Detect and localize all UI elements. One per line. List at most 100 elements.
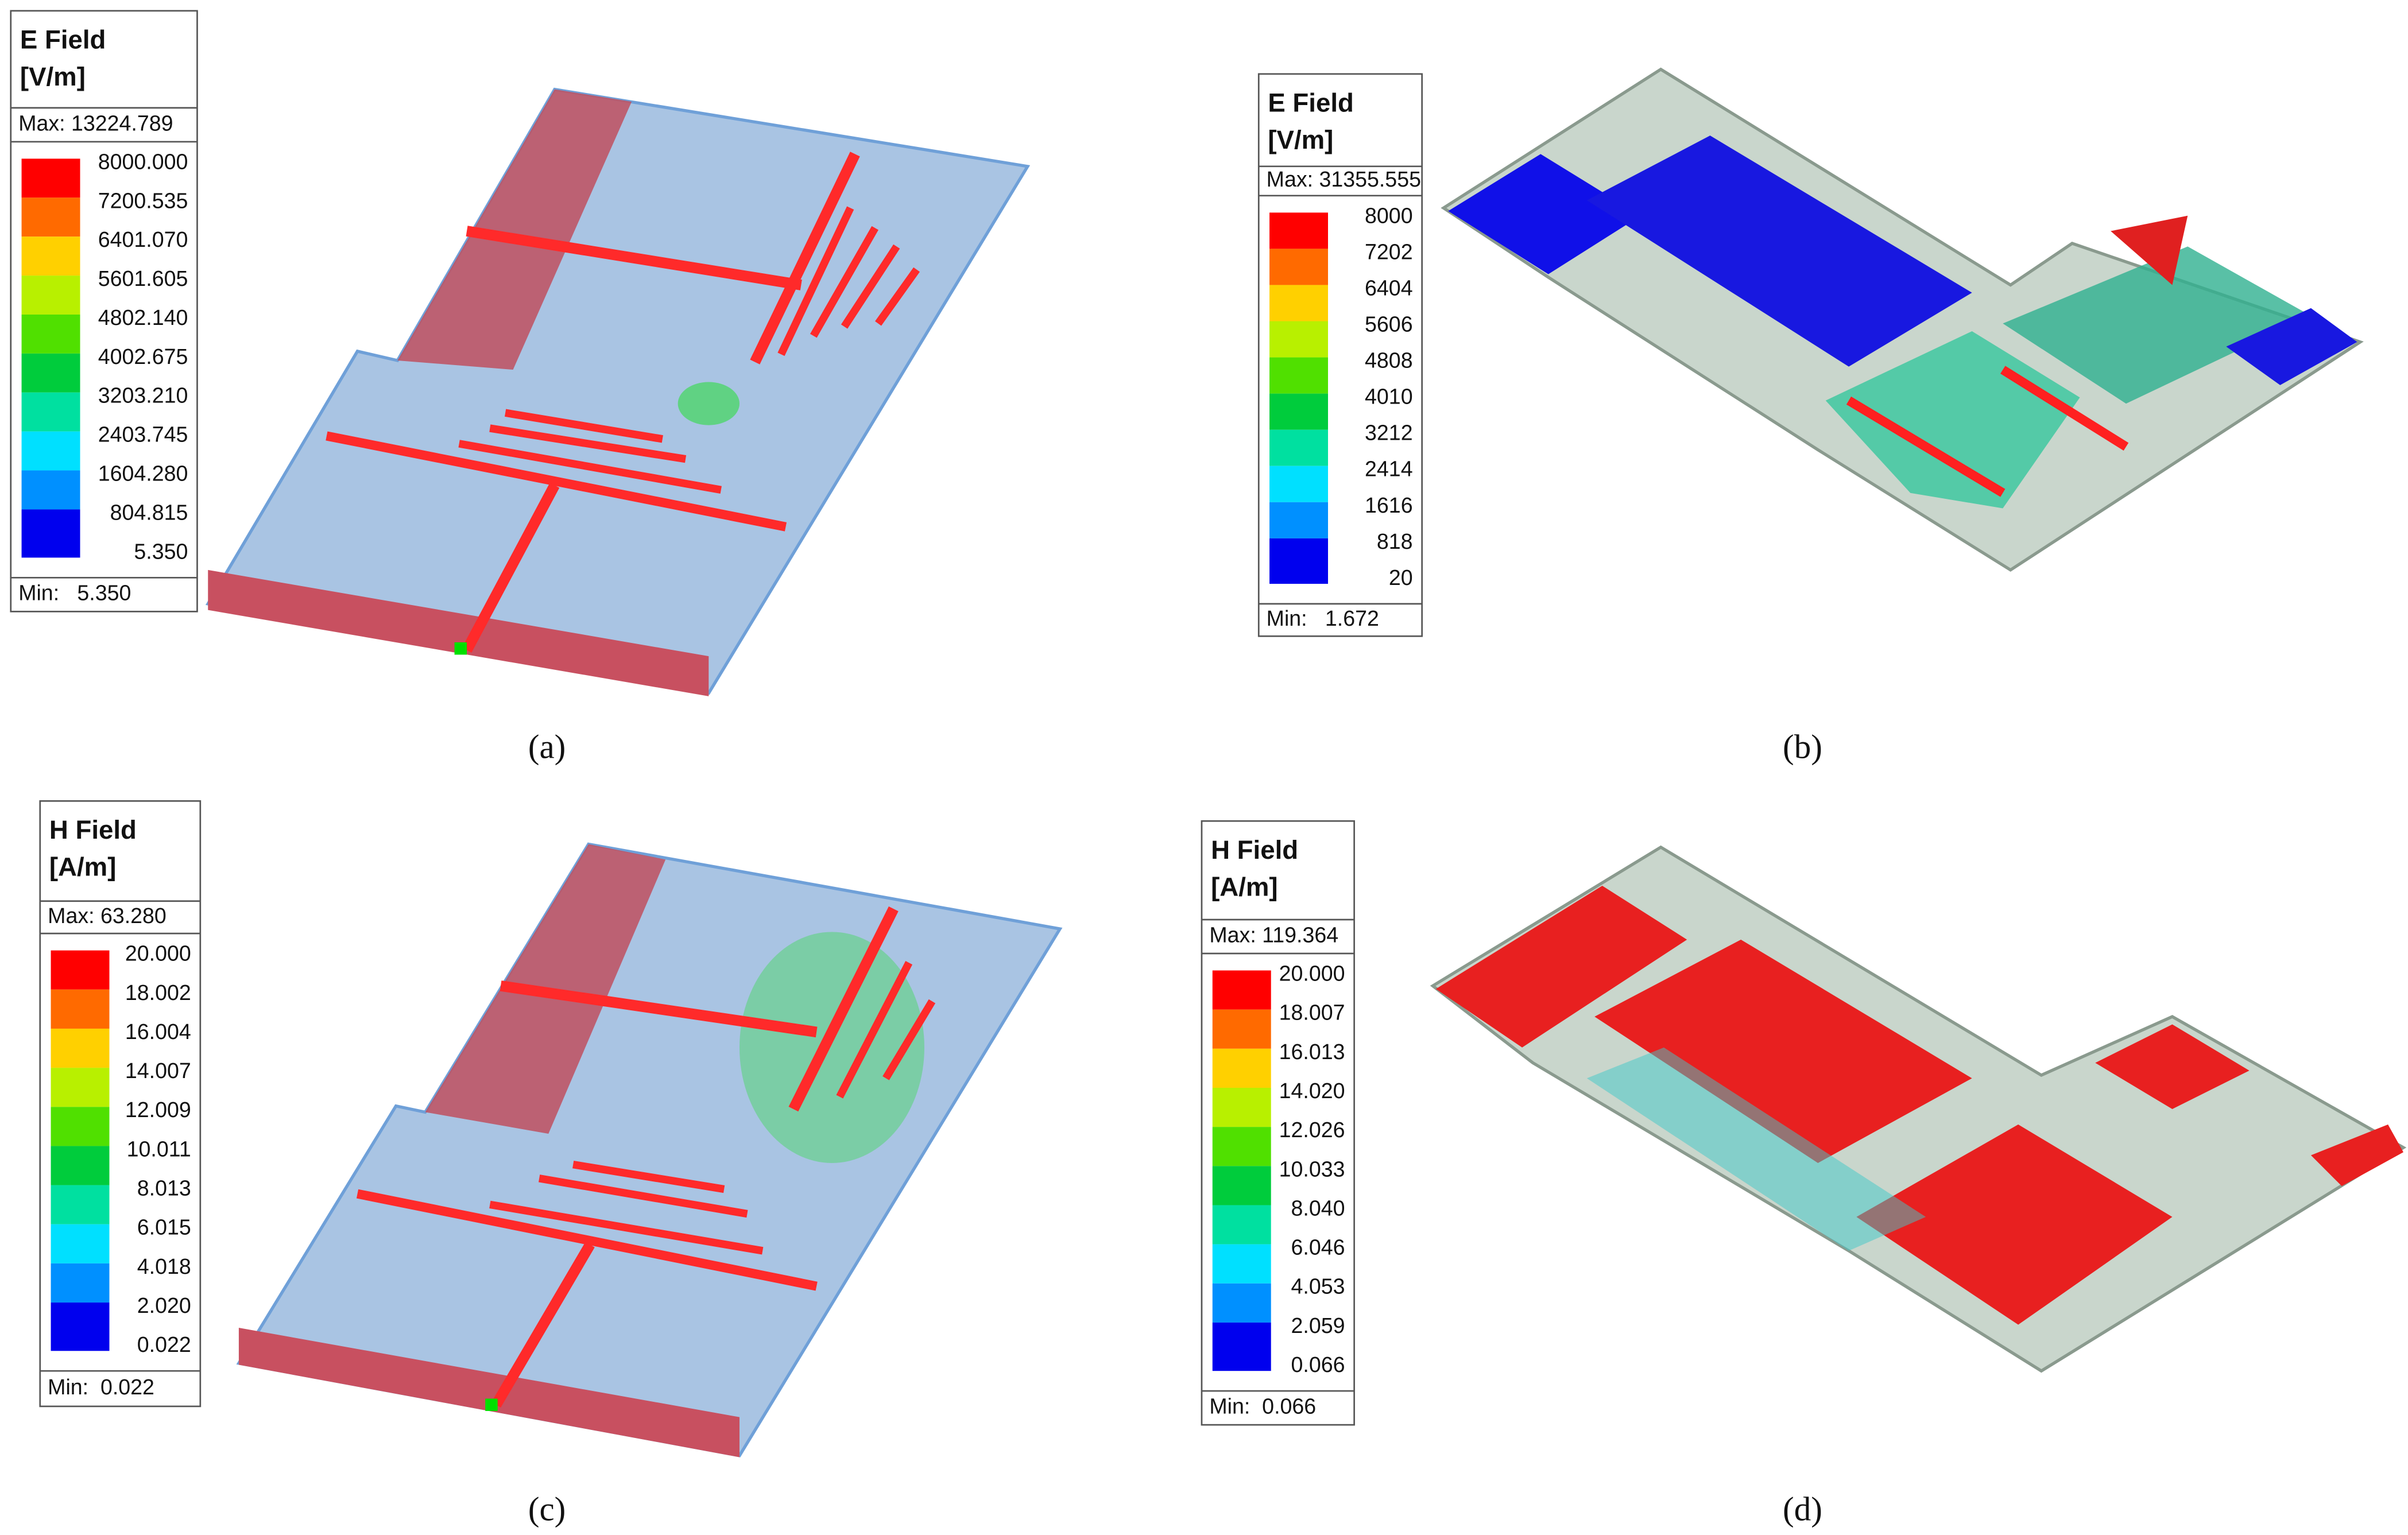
legend-level: 18.002 [125, 980, 191, 1005]
legend-level: 14.020 [1279, 1079, 1345, 1103]
color-swatch [51, 950, 110, 990]
color-swatch [21, 392, 80, 432]
legend-level: 7202 [1365, 239, 1413, 263]
model-b [1441, 67, 2364, 572]
color-swatch [1269, 285, 1329, 321]
color-swatch [21, 158, 80, 198]
legend-level: 8.040 [1291, 1196, 1345, 1220]
legend-level: 8000 [1365, 203, 1413, 227]
color-swatch [1269, 393, 1329, 430]
legend-unit: [A/m] [1211, 872, 1278, 901]
caption: (b) [1783, 727, 1822, 765]
legend-level: 5606 [1365, 312, 1413, 336]
legend-level: 10.033 [1279, 1157, 1345, 1181]
color-swatch [21, 353, 80, 393]
legend-level: 804.815 [110, 500, 188, 524]
color-swatch [1212, 1009, 1271, 1049]
legend-level: 4808 [1365, 348, 1413, 373]
color-swatch [51, 1146, 110, 1185]
legend-level: 4.053 [1291, 1274, 1345, 1298]
legend-level: 0.066 [1291, 1352, 1345, 1377]
legend-level: 2.020 [137, 1293, 191, 1317]
legend-level: 6.046 [1291, 1235, 1345, 1259]
color-swatch [1212, 1322, 1271, 1371]
color-swatch [1212, 1048, 1271, 1088]
legend-title: H Field [49, 815, 137, 844]
legend-level: 1604.280 [98, 461, 188, 485]
legend-level: 12.009 [125, 1098, 191, 1122]
legend-level: 2.059 [1291, 1313, 1345, 1338]
color-swatch [21, 470, 80, 510]
legend-level: 5.350 [134, 539, 188, 563]
legend-level: 12.026 [1279, 1118, 1345, 1142]
legend-title: H Field [1211, 835, 1298, 865]
legend-level: 8000.000 [98, 149, 188, 173]
legend-max: Max: 31355.555 [1267, 167, 1421, 191]
legend-level: 4010 [1365, 385, 1413, 409]
color-swatch [1212, 1127, 1271, 1166]
color-swatch [1212, 1087, 1271, 1127]
color-swatch [1212, 1166, 1271, 1205]
model-a [205, 87, 1031, 696]
color-swatch [1212, 1283, 1271, 1323]
color-swatch [51, 1303, 110, 1351]
color-swatch [1269, 321, 1329, 358]
legend-min: Min: 1.672 [1267, 606, 1379, 630]
model-d [1430, 845, 2407, 1373]
caption: (d) [1783, 1490, 1822, 1528]
color-swatch [1269, 502, 1329, 538]
legend-unit: [V/m] [20, 62, 86, 91]
legend-level: 6.015 [137, 1215, 191, 1239]
legend-level: 4802.140 [98, 305, 188, 330]
legend-level: 3212 [1365, 421, 1413, 445]
legend-level: 7200.535 [98, 188, 188, 212]
color-swatch [21, 237, 80, 276]
color-swatch [51, 1068, 110, 1107]
legend-level: 16.004 [125, 1020, 191, 1044]
color-swatch [1269, 249, 1329, 285]
model-c [236, 842, 1063, 1458]
legend-level: 20.000 [1279, 961, 1345, 985]
color-swatch [1269, 429, 1329, 466]
legend-title: E Field [1268, 88, 1354, 118]
legend-level: 14.007 [125, 1059, 191, 1083]
legend-level: 10.011 [127, 1137, 191, 1161]
legend-level: 2414 [1365, 457, 1413, 481]
color-swatch [1269, 538, 1329, 584]
color-swatch [1269, 357, 1329, 394]
color-swatch [1212, 1244, 1271, 1284]
legend-min: Min: 5.350 [18, 581, 131, 605]
color-swatch [1212, 970, 1271, 1010]
color-swatch [21, 276, 80, 315]
legend-level: 0.022 [137, 1332, 191, 1356]
legend-max: Max: 63.280 [48, 904, 167, 928]
color-swatch [1269, 212, 1329, 249]
legend-level: 1616 [1365, 493, 1413, 517]
color-swatch [51, 1185, 110, 1224]
legend-level: 6404 [1365, 276, 1413, 300]
legend-level: 6401.070 [98, 227, 188, 251]
legend-level: 2403.745 [98, 422, 188, 447]
legend-level: 4.018 [137, 1254, 191, 1278]
legend-level: 8.013 [137, 1176, 191, 1200]
color-swatch [1269, 466, 1329, 502]
color-swatch [21, 509, 80, 558]
legend-level: 18.007 [1279, 1001, 1345, 1025]
caption: (c) [528, 1490, 566, 1528]
color-swatch [1212, 1205, 1271, 1245]
color-swatch [51, 1107, 110, 1146]
color-swatch [51, 1224, 110, 1263]
color-swatch [21, 197, 80, 237]
color-swatch [21, 431, 80, 471]
caption: (a) [528, 727, 566, 765]
legend-level: 4002.675 [98, 344, 188, 369]
legend-min: Min: 0.022 [48, 1375, 154, 1399]
legend-max: Max: 13224.789 [18, 111, 173, 135]
legend-unit: [V/m] [1268, 125, 1333, 154]
legend-level: 818 [1377, 529, 1413, 553]
legend-level: 20.000 [125, 941, 191, 966]
legend-level: 16.013 [1279, 1040, 1345, 1064]
